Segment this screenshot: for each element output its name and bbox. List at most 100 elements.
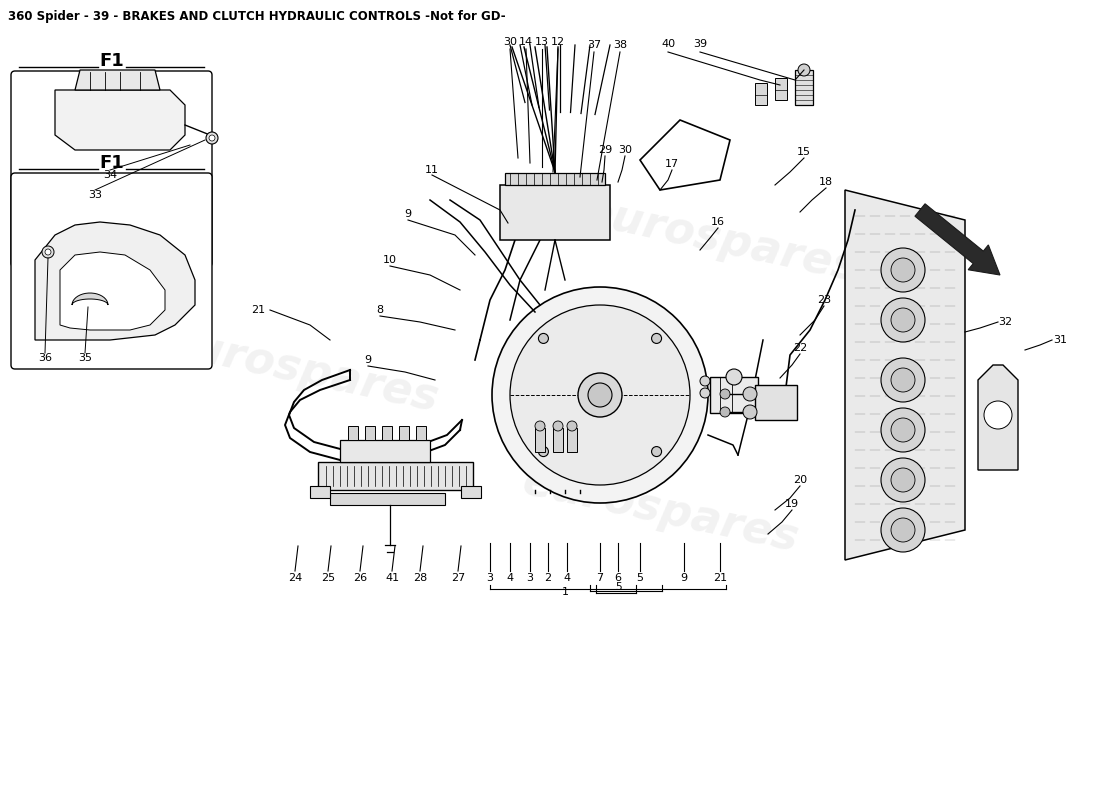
Text: 7: 7 <box>596 573 604 583</box>
Text: eurospares: eurospares <box>158 320 442 420</box>
Text: 5: 5 <box>615 582 622 592</box>
Circle shape <box>42 246 54 258</box>
Circle shape <box>881 508 925 552</box>
Text: 13: 13 <box>535 37 549 47</box>
Circle shape <box>726 369 742 385</box>
Bar <box>755 83 767 105</box>
FancyBboxPatch shape <box>11 173 212 369</box>
Text: 9: 9 <box>364 355 372 365</box>
Text: 3: 3 <box>527 573 534 583</box>
Text: 9: 9 <box>405 209 411 219</box>
Text: 30: 30 <box>618 145 632 155</box>
Bar <box>566 428 578 452</box>
Bar <box>710 377 758 413</box>
Text: 20: 20 <box>793 475 807 485</box>
Text: F1: F1 <box>99 52 124 70</box>
Text: 10: 10 <box>383 255 397 265</box>
Circle shape <box>891 468 915 492</box>
Circle shape <box>578 373 621 417</box>
Text: 11: 11 <box>425 165 439 175</box>
Circle shape <box>742 405 757 419</box>
Bar <box>535 428 544 452</box>
Circle shape <box>881 248 925 292</box>
Circle shape <box>492 287 708 503</box>
Circle shape <box>700 388 710 398</box>
Text: 41: 41 <box>385 573 399 583</box>
Text: 26: 26 <box>353 573 367 583</box>
Polygon shape <box>35 222 195 340</box>
Text: 29: 29 <box>598 145 612 155</box>
Circle shape <box>535 421 544 431</box>
Text: 35: 35 <box>78 353 92 363</box>
Bar <box>399 426 409 440</box>
Text: 25: 25 <box>321 573 336 583</box>
Text: eurospares: eurospares <box>518 460 802 560</box>
Text: F1: F1 <box>99 154 124 172</box>
Text: 16: 16 <box>711 217 725 227</box>
Polygon shape <box>75 70 160 90</box>
Bar <box>310 486 330 498</box>
Circle shape <box>798 64 810 76</box>
Text: 33: 33 <box>88 190 102 200</box>
Text: 12: 12 <box>551 37 565 47</box>
FancyBboxPatch shape <box>11 71 212 267</box>
Text: 1: 1 <box>561 587 569 597</box>
Bar <box>382 426 392 440</box>
Text: 34: 34 <box>103 170 117 180</box>
Circle shape <box>891 518 915 542</box>
Text: 4: 4 <box>563 573 571 583</box>
Circle shape <box>881 458 925 502</box>
Text: 3: 3 <box>486 573 494 583</box>
Text: 5: 5 <box>637 573 644 583</box>
Text: 8: 8 <box>376 305 384 315</box>
Circle shape <box>651 334 661 343</box>
Text: 24: 24 <box>288 573 302 583</box>
Bar <box>505 173 605 185</box>
Bar <box>461 486 481 498</box>
Text: 2: 2 <box>544 573 551 583</box>
Text: 4: 4 <box>506 573 514 583</box>
Text: 31: 31 <box>1053 335 1067 345</box>
Bar <box>348 426 358 440</box>
Bar <box>365 426 375 440</box>
Bar <box>776 78 786 100</box>
Text: 23: 23 <box>817 295 832 305</box>
Circle shape <box>588 383 612 407</box>
Bar <box>500 185 610 240</box>
Bar <box>318 462 473 490</box>
Bar <box>416 426 426 440</box>
Text: 39: 39 <box>693 39 707 49</box>
Circle shape <box>651 446 661 457</box>
Text: 18: 18 <box>818 177 833 187</box>
Bar <box>330 493 446 505</box>
FancyArrow shape <box>915 204 1000 275</box>
Polygon shape <box>845 190 965 560</box>
Text: 28: 28 <box>412 573 427 583</box>
Text: 21: 21 <box>251 305 265 315</box>
Text: 9: 9 <box>681 573 688 583</box>
Text: 19: 19 <box>785 499 799 509</box>
Text: 40: 40 <box>661 39 675 49</box>
Bar <box>340 440 430 462</box>
Circle shape <box>891 418 915 442</box>
Circle shape <box>891 368 915 392</box>
Circle shape <box>720 407 730 417</box>
Circle shape <box>881 358 925 402</box>
Circle shape <box>45 249 51 255</box>
Text: 36: 36 <box>39 353 52 363</box>
Circle shape <box>891 258 915 282</box>
Polygon shape <box>72 293 108 305</box>
Bar <box>795 70 813 105</box>
Polygon shape <box>60 252 165 330</box>
Circle shape <box>700 376 710 386</box>
Circle shape <box>720 389 730 399</box>
Circle shape <box>566 421 578 431</box>
Circle shape <box>891 308 915 332</box>
Circle shape <box>206 132 218 144</box>
Polygon shape <box>978 365 1018 470</box>
Text: 17: 17 <box>664 159 679 169</box>
Circle shape <box>209 135 214 141</box>
Polygon shape <box>55 90 185 150</box>
Bar <box>553 428 563 452</box>
Text: 21: 21 <box>713 573 727 583</box>
